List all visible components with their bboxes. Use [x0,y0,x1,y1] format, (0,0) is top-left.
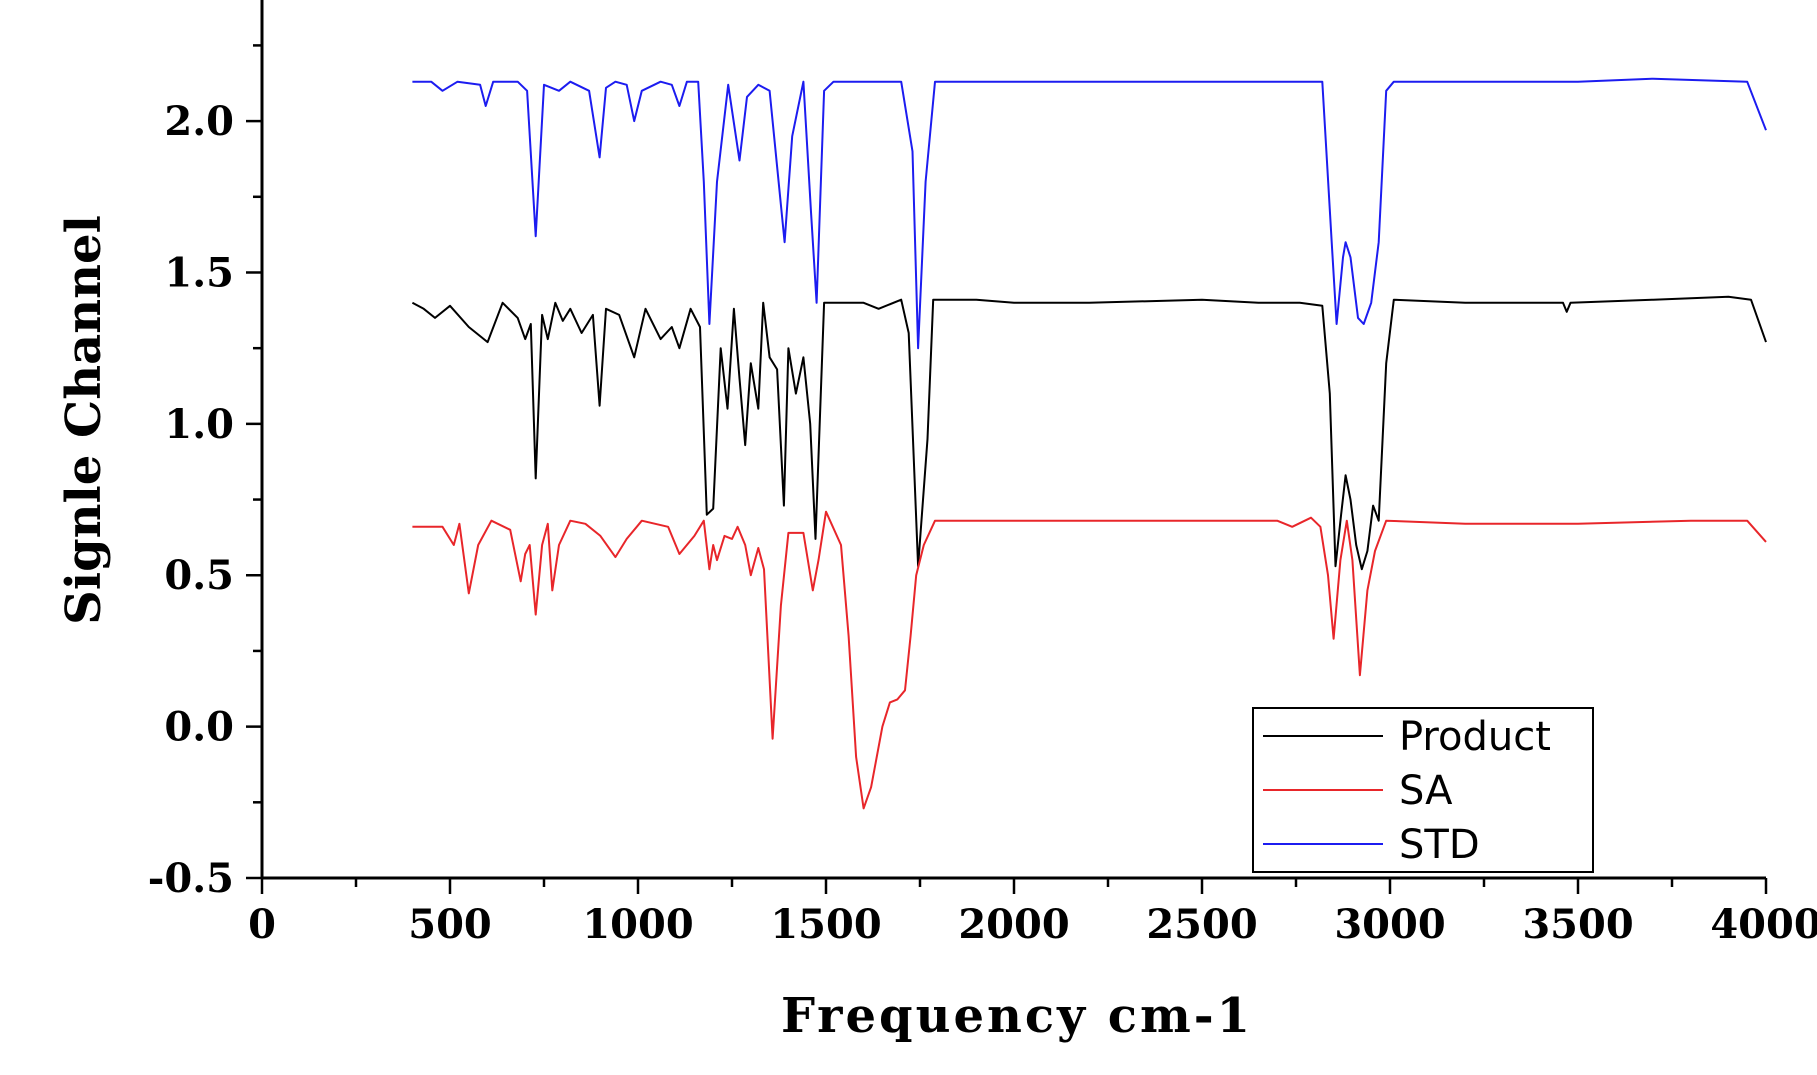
x-tick-label: 3500 [1522,901,1633,948]
x-tick-label: 3000 [1334,901,1445,948]
x-tick-label: 1000 [582,901,693,948]
series-line-sa [412,510,1767,810]
y-tick-label: 1.5 [164,249,234,296]
x-tick-label: 1500 [770,901,881,948]
y-tick-label: 0.5 [164,552,234,599]
x-tick-label: 2000 [958,901,1069,948]
y-tick-label: 0.0 [164,704,234,751]
series-line-std [412,77,1767,350]
legend-label-std: STD [1399,822,1480,868]
series-lines [411,77,1767,810]
x-tick-label: 2500 [1146,901,1257,948]
x-axis-title: Frequency cm-1 [781,988,1253,1044]
y-tick-label: 1.0 [164,401,234,448]
legend-label-sa: SA [1399,768,1453,814]
y-axis-title: Signle Channel [56,215,112,625]
legend: Product SA STD [1252,707,1594,873]
legend-label-product: Product [1399,714,1551,760]
axes: 0 500 1000 1500 2000 2500 3000 3500 4000 -0.5 0.0 0… [148,0,1817,948]
y-tick-label: 2.0 [164,98,234,145]
y-tick-label: -0.5 [148,855,234,902]
series-line-product [411,295,1767,571]
x-tick-label: 4000 [1710,901,1817,948]
x-tick-label: 0 [248,901,276,948]
x-tick-label: 500 [408,901,492,948]
